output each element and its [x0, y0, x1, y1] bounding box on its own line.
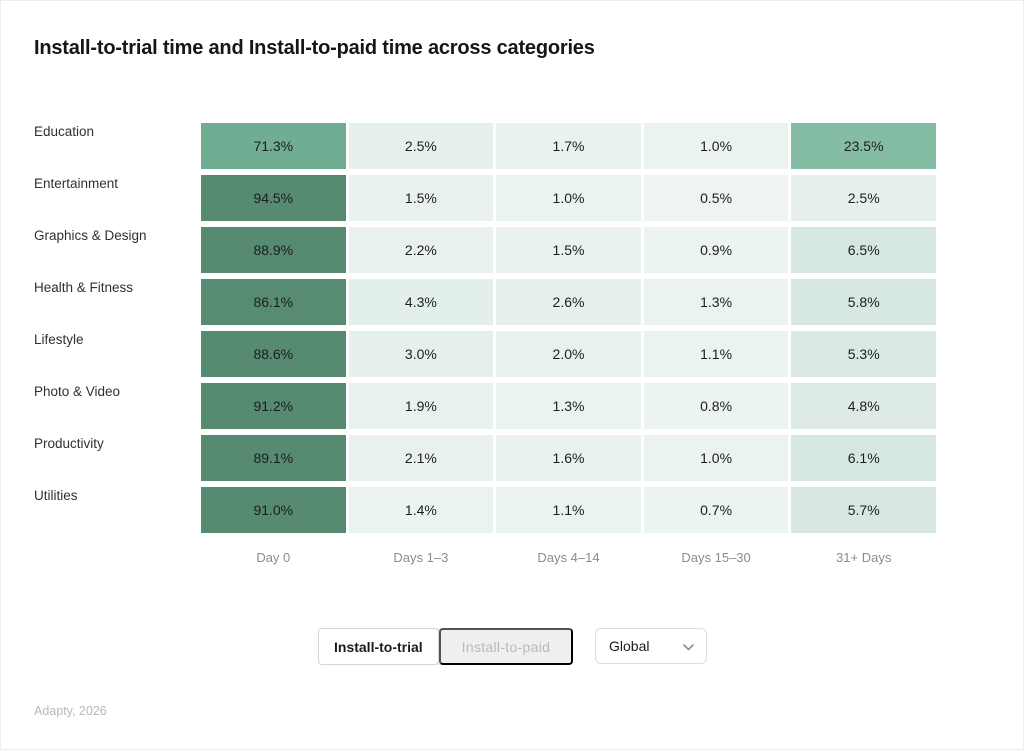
- heatmap-cell: 2.0%: [496, 331, 641, 377]
- heatmap-cell: 5.7%: [791, 487, 936, 533]
- source-credit: Adapty, 2026: [34, 704, 107, 718]
- heatmap-cell: 2.2%: [348, 227, 494, 273]
- heatmap-cell: 91.2%: [201, 383, 346, 429]
- metric-toggle: Install-to-trial Install-to-paid: [318, 628, 574, 665]
- heatmap-cell: 89.1%: [201, 435, 346, 481]
- heatmap-cell: 88.6%: [201, 331, 346, 377]
- row-label-entertainment: Entertainment: [34, 176, 119, 191]
- heatmap-cell: 1.0%: [643, 123, 789, 169]
- heatmap-cell: 0.8%: [643, 383, 789, 429]
- heatmap-cell: 4.8%: [791, 383, 936, 429]
- row-label-utilities: Utilities: [34, 488, 78, 503]
- install-to-paid-button[interactable]: Install-to-paid: [438, 628, 574, 665]
- heatmap-cell: 86.1%: [201, 279, 346, 325]
- heatmap-cell: 1.1%: [496, 487, 641, 533]
- heatmap-cell: 6.5%: [791, 227, 936, 273]
- heatmap-cell: 2.6%: [496, 279, 641, 325]
- heatmap-cell: 5.8%: [791, 279, 936, 325]
- heatmap-cell: 6.1%: [791, 435, 936, 481]
- heatmap-cell: 1.5%: [348, 175, 494, 221]
- row-label-education: Education: [34, 124, 95, 139]
- col-header-day-0: Day 0: [256, 550, 291, 565]
- heatmap-cell: 0.7%: [643, 487, 789, 533]
- heatmap-cell: 2.5%: [348, 123, 494, 169]
- row-label-productivity: Productivity: [34, 436, 104, 451]
- heatmap-cell: 4.3%: [348, 279, 494, 325]
- row-label-lifestyle: Lifestyle: [34, 332, 84, 347]
- heatmap-cell: 1.1%: [643, 331, 789, 377]
- heatmap-cell: 5.3%: [791, 331, 936, 377]
- col-header-days-15-30: Days 15–30: [681, 550, 751, 565]
- heatmap-cell: 0.9%: [643, 227, 789, 273]
- heatmap-cell: 71.3%: [201, 123, 346, 169]
- heatmap-grid: Education 71.3% 2.5% 1.7% 1.0% 23.5% Ent…: [34, 123, 936, 533]
- heatmap-cell: 1.0%: [643, 435, 789, 481]
- heatmap-cell: 23.5%: [791, 123, 936, 169]
- heatmap-cell: 2.1%: [348, 435, 494, 481]
- heatmap-cell: 1.5%: [496, 227, 641, 273]
- heatmap-cell: 1.9%: [348, 383, 494, 429]
- heatmap-cell: 88.9%: [201, 227, 346, 273]
- row-label-health-fitness: Health & Fitness: [34, 280, 134, 295]
- region-select[interactable]: Global: [595, 628, 707, 664]
- heatmap-cell: 1.7%: [496, 123, 641, 169]
- heatmap-cell: 1.4%: [348, 487, 494, 533]
- col-header-31-plus-days: 31+ Days: [836, 550, 892, 565]
- col-header-days-1-3: Days 1–3: [393, 550, 449, 565]
- heatmap-cell: 94.5%: [201, 175, 346, 221]
- heatmap-cell: 91.0%: [201, 487, 346, 533]
- region-select-value: Global: [609, 638, 650, 654]
- chevron-down-icon: [683, 638, 694, 654]
- column-headers: Day 0 Days 1–3 Days 4–14 Days 15–30 31+ …: [34, 550, 936, 565]
- row-label-graphics-design: Graphics & Design: [34, 228, 147, 243]
- heatmap-cell: 1.3%: [496, 383, 641, 429]
- heatmap-cell: 0.5%: [643, 175, 789, 221]
- page-title: Install-to-trial time and Install-to-pai…: [34, 37, 595, 59]
- heatmap-cell: 1.0%: [496, 175, 641, 221]
- heatmap-cell: 1.3%: [643, 279, 789, 325]
- heatmap-cell: 3.0%: [348, 331, 494, 377]
- heatmap-cell: 1.6%: [496, 435, 641, 481]
- row-label-photo-video: Photo & Video: [34, 384, 121, 399]
- install-to-trial-button[interactable]: Install-to-trial: [318, 628, 439, 665]
- col-header-days-4-14: Days 4–14: [537, 550, 600, 565]
- heatmap-cell: 2.5%: [791, 175, 936, 221]
